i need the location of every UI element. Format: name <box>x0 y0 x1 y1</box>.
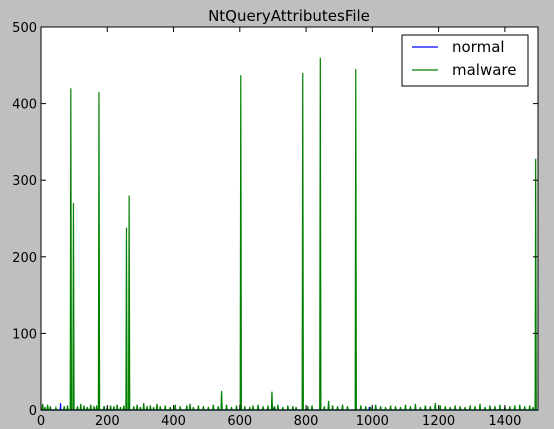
plot-area <box>41 27 538 410</box>
x-tick-label: 1400 <box>488 414 521 429</box>
legend: normal malware <box>401 34 529 87</box>
legend-label-malware: malware <box>452 61 517 79</box>
x-tick-label: 600 <box>227 414 252 429</box>
legend-box <box>401 34 529 87</box>
x-tick-label: 400 <box>161 414 186 429</box>
chart-title: NtQueryAttributesFile <box>208 7 370 25</box>
y-tick-label: 0 <box>29 404 37 419</box>
y-tick-label: 100 <box>12 327 37 342</box>
x-tick-label: 800 <box>294 414 319 429</box>
x-tick-label: 1200 <box>422 414 455 429</box>
x-tick-label: 0 <box>37 414 45 429</box>
y-tick-label: 200 <box>12 251 37 266</box>
x-tick-label: 200 <box>95 414 120 429</box>
ticks-layer: 0 200 400 600 800 1000 1200 1400 0 100 200 300 400 50… <box>12 21 538 429</box>
plot-frame <box>40 26 539 411</box>
y-tick-label: 400 <box>12 98 37 113</box>
legend-label-normal: normal <box>452 38 505 56</box>
x-tick-label: 1000 <box>356 414 389 429</box>
y-tick-label: 300 <box>12 174 37 189</box>
y-tick-label: 500 <box>12 21 37 36</box>
